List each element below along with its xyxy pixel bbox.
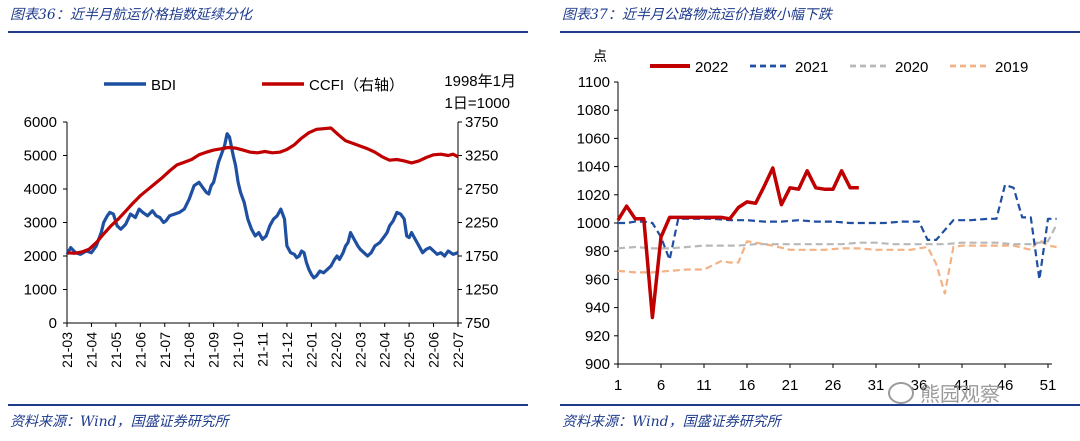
x-tick-label: 41 — [954, 377, 971, 394]
x-tick-label: 22-02 — [328, 332, 344, 368]
right-chart-source: 资料来源：Wind，国盛证券研究所 — [562, 414, 781, 430]
watermark: 熊园观察 — [888, 378, 1000, 407]
series-2021-line — [618, 183, 1057, 281]
wechat-icon — [888, 382, 914, 404]
y-left-tick-label: 5000 — [24, 148, 57, 165]
ccfi-series-line — [66, 126, 459, 255]
x-tick-label: 22-04 — [377, 332, 393, 368]
y-right-tick-label: 2250 — [465, 215, 498, 232]
legend-bdi-label: BDI — [151, 77, 176, 94]
x-tick-label: 46 — [997, 377, 1014, 394]
y-tick-label: 1080 — [577, 102, 610, 119]
y-right-tick-label: 3750 — [465, 114, 498, 131]
x-tick-label: 31 — [868, 377, 885, 394]
x-tick-label: 22-07 — [450, 332, 466, 368]
left-chart-panel: 图表36：近半月航运价格指数延续分化 0 1000 2000 3000 4000 5000… — [0, 0, 528, 441]
y-tick-label: 1040 — [577, 159, 610, 176]
right-chart-title: 图表37：近半月公路物流运价指数小幅下跌 — [562, 7, 832, 23]
bdi-series-line — [65, 132, 459, 280]
x-tick-label: 1 — [614, 377, 622, 394]
legend-label-2021: 2021 — [795, 59, 828, 76]
y-left-tick-label: 2000 — [24, 248, 57, 265]
x-tick-label: 21-12 — [279, 332, 295, 368]
legend-label-2022: 2022 — [695, 59, 728, 76]
x-tick-label: 21-11 — [255, 332, 271, 367]
axis-note-line1: 1998年1月 — [444, 73, 516, 90]
y-right-tick-label: 2750 — [465, 181, 498, 198]
y-tick-label: 1100 — [578, 74, 610, 91]
x-tick-label: 21-05 — [108, 332, 124, 368]
x-tick-label: 21-10 — [230, 332, 246, 368]
x-tick-label: 21-09 — [206, 332, 222, 368]
series-2020-line — [617, 223, 1058, 250]
x-tick-label: 16 — [739, 377, 756, 394]
y-unit-label: 点 — [593, 48, 607, 64]
right-bottom-rule — [560, 404, 1080, 406]
y-tick-label: 900 — [585, 356, 610, 373]
x-tick-label: 21-07 — [157, 332, 173, 368]
x-tick-label: 22-03 — [352, 332, 368, 368]
x-tick-label: 21 — [782, 377, 799, 394]
legend-label-2019: 2019 — [995, 59, 1028, 76]
y-tick-label: 1000 — [577, 215, 610, 232]
y-tick-label: 960 — [585, 271, 610, 288]
right-chart-svg: 点 900 920 940 960 980 1000 1020 1040 1060 1080 1100… — [577, 48, 1058, 394]
watermark-text: 熊园观察 — [920, 382, 1000, 406]
y-left-tick-label: 1000 — [24, 282, 57, 299]
series-2019-line — [617, 238, 1057, 295]
y-tick-label: 920 — [585, 328, 610, 345]
x-tick-label: 21-04 — [83, 332, 99, 368]
y-left-tick-label: 6000 — [24, 114, 57, 131]
x-tick-label: 22-01 — [303, 332, 319, 368]
left-chart-source: 资料来源：Wind，国盛证券研究所 — [10, 414, 229, 430]
y-tick-label: 1020 — [577, 187, 610, 204]
y-tick-label: 1060 — [577, 130, 610, 147]
x-tick-label: 6 — [657, 377, 665, 394]
right-chart-panel: 图表37：近半月公路物流运价指数小幅下跌 点 900 920 940 960 980 100… — [552, 0, 1080, 441]
y-right-tick-label: 1750 — [465, 248, 498, 265]
y-right-tick-label: 750 — [465, 315, 490, 332]
x-tick-label: 22-06 — [426, 332, 442, 368]
x-tick-label: 21-08 — [181, 332, 197, 368]
x-tick-label: 36 — [911, 377, 928, 394]
series-2022-line — [616, 166, 859, 320]
legend-label-2020: 2020 — [895, 59, 928, 76]
y-left-tick-label: 3000 — [24, 215, 57, 232]
left-chart-title: 图表36：近半月航运价格指数延续分化 — [10, 7, 252, 23]
x-tick-label: 26 — [825, 377, 842, 394]
x-tick-label: 51 — [1040, 377, 1057, 394]
y-right-tick-label: 3250 — [465, 148, 498, 165]
legend-ccfi-label: CCFI（右轴） — [309, 77, 404, 94]
y-tick-label: 940 — [585, 300, 610, 317]
y-left-tick-label: 4000 — [24, 181, 57, 198]
x-tick-label: 22-05 — [401, 332, 417, 368]
y-right-tick-label: 1250 — [465, 282, 498, 299]
axis-note-line2: 1日=1000 — [445, 95, 510, 112]
y-left-tick-label: 0 — [49, 315, 57, 332]
x-tick-label: 21-03 — [59, 332, 75, 368]
x-tick-label: 11 — [696, 377, 712, 394]
x-tick-label: 21-06 — [132, 332, 148, 368]
y-tick-label: 980 — [585, 243, 610, 260]
left-top-rule — [8, 31, 528, 33]
right-top-rule — [560, 31, 1080, 33]
left-bottom-rule — [8, 404, 528, 406]
left-chart-svg: 0 1000 2000 3000 4000 5000 6000 750 1250 1750 2250… — [24, 73, 516, 368]
